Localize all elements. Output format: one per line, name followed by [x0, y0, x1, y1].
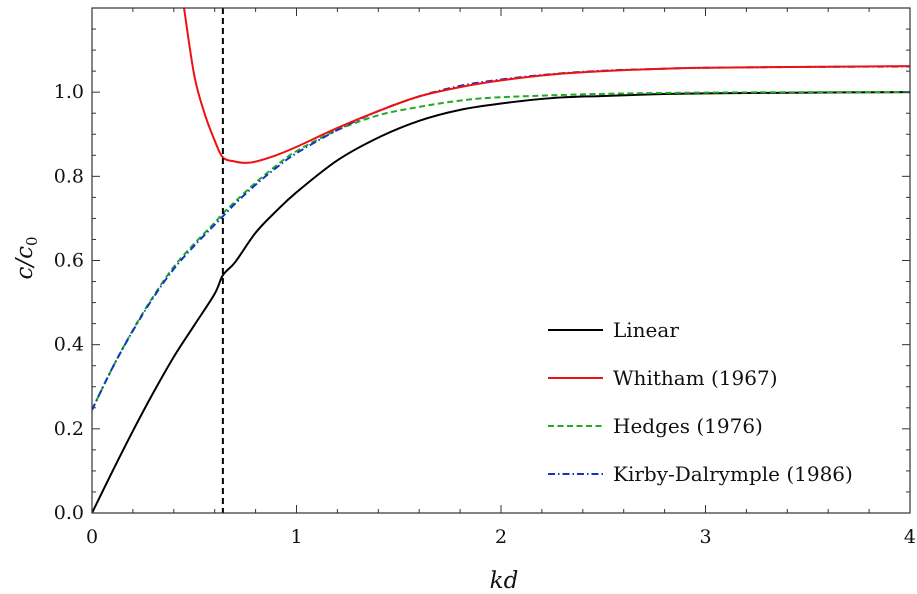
- tick-layer: 0.0 0.2 0.4 0.6 0.8 1.0 0 1 2 3 4: [54, 7, 916, 548]
- x-axis-title: kd: [490, 568, 519, 594]
- series-line-kirby-dalrymple-1986: [92, 65, 910, 411]
- legend-label-linear: Linear: [613, 318, 679, 342]
- legend: Linear Whitham (1967) Hedges (1976) Kirby-D…: [548, 318, 853, 486]
- y-axis-title-main: c/c: [12, 246, 38, 280]
- y-tick-label: 0.0: [54, 502, 84, 524]
- legend-label-hedges-1976: Hedges (1976): [613, 414, 763, 438]
- series-line-whitham-1967: [183, 8, 910, 164]
- series-line-linear: [92, 91, 910, 513]
- y-tick-label: 1.0: [54, 81, 84, 103]
- y-tick-label: 0.8: [54, 165, 84, 187]
- y-tick-label: 0.4: [54, 334, 84, 356]
- y-axis-title-sub: 0: [23, 236, 41, 246]
- x-tick-label: 1: [290, 526, 302, 548]
- x-tick-label: 3: [699, 526, 711, 548]
- x-tick-label: 0: [86, 526, 98, 548]
- plot-frame: [91, 7, 911, 514]
- series-layer: [92, 8, 910, 513]
- y-axis-title: c/c0: [12, 236, 41, 279]
- x-tick-label: 2: [495, 526, 507, 548]
- series-line-hedges-1976: [92, 91, 910, 411]
- y-tick-label: 0.6: [54, 250, 84, 272]
- legend-label-kirby-dalrymple-1986: Kirby-Dalrymple (1986): [613, 462, 853, 486]
- x-tick-label: 4: [904, 526, 916, 548]
- legend-label-whitham-1967: Whitham (1967): [613, 366, 778, 390]
- y-tick-label: 0.2: [54, 418, 84, 440]
